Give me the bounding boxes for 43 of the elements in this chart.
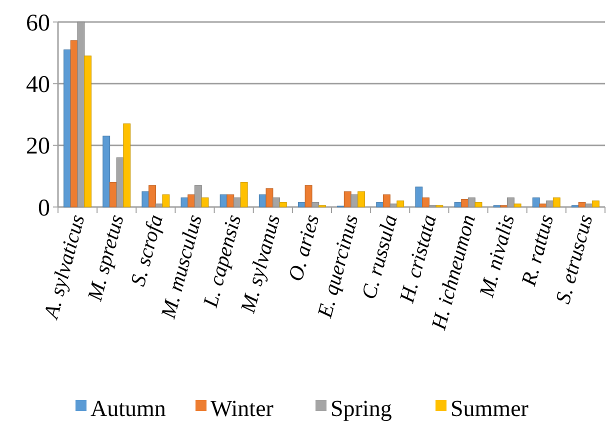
legend-label: Winter [210,396,274,422]
bar [64,49,71,208]
bar [123,123,131,208]
bar [148,185,156,208]
bar [396,200,404,208]
bar [552,197,560,208]
x-tick-label: S. scrofa [126,212,168,289]
bar [304,185,312,208]
legend-label: Autumn [90,396,166,422]
x-tick-label: O. aries [283,212,324,284]
bar [532,197,540,208]
bar [461,198,469,208]
bar [201,197,209,208]
bar [422,197,430,208]
bar [376,202,384,208]
bar [415,186,423,208]
bar [102,136,110,208]
legend-label: Summer [450,396,529,422]
bar [474,202,482,208]
bar [240,182,248,208]
bar [142,191,150,208]
x-tick-label: M. spretus [82,212,128,304]
y-tick-label: 0 [38,195,50,222]
bar [162,194,170,208]
bar [578,202,586,208]
legend-label: Spring [330,396,392,422]
bar [109,182,117,208]
bar [514,204,522,208]
y-tick-label: 60 [26,10,50,36]
bar [266,188,274,208]
bar [358,191,366,208]
bar [188,194,196,208]
bar [226,194,234,208]
bar [298,202,306,208]
bar [454,202,462,208]
bar [382,194,390,208]
y-tick-label: 20 [26,134,50,160]
bar [279,202,287,208]
bar [539,204,547,208]
bar [84,56,92,208]
bar [344,191,352,208]
bar [592,200,600,208]
y-tick-label: 40 [26,72,50,98]
